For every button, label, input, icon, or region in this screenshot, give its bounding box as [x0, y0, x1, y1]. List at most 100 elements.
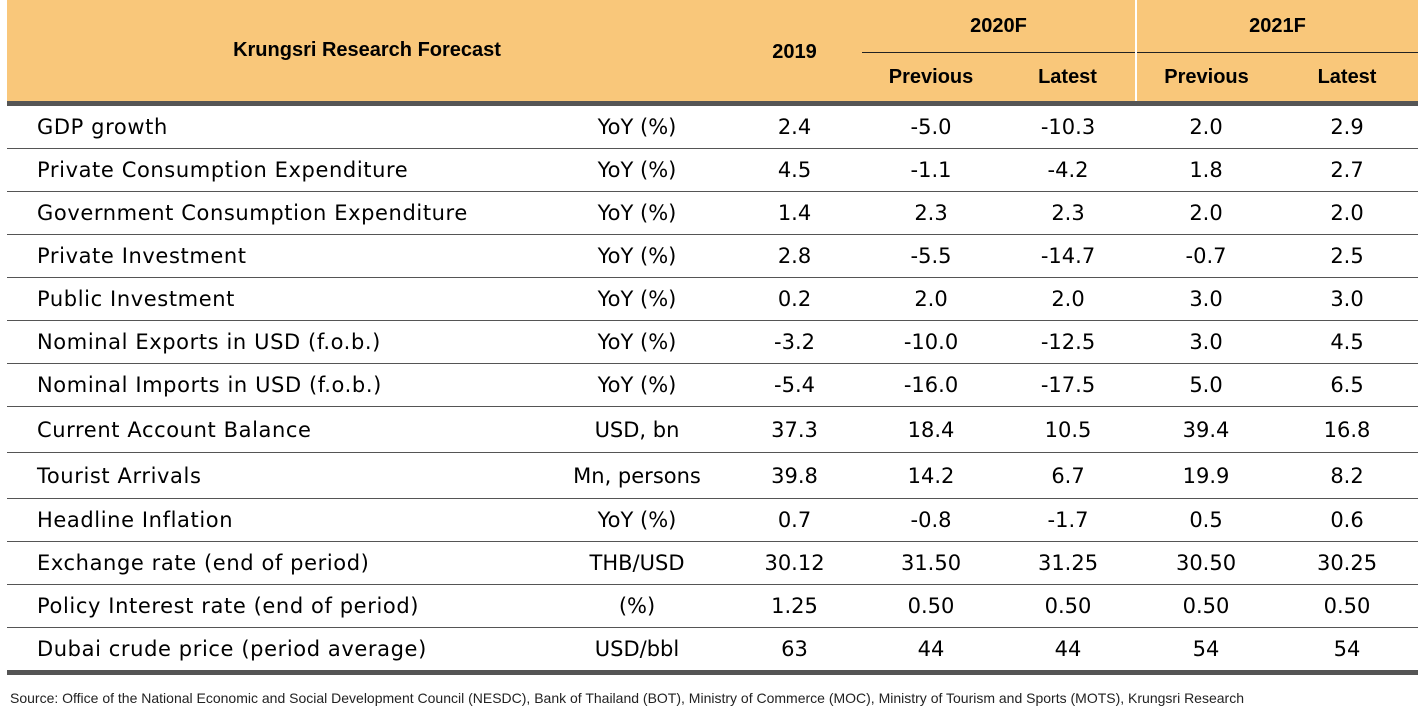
value-2020-latest: -10.3 — [1000, 101, 1137, 149]
row-label: Nominal Imports in USD (f.o.b.) — [7, 363, 547, 407]
row-label: Public Investment — [7, 277, 547, 321]
value-2020-latest: 2.3 — [1000, 191, 1137, 235]
table-body: GDP growth YoY (%) 2.4 -5.0 -10.3 2.0 2.… — [7, 101, 1419, 675]
table-row: Headline Inflation YoY (%) 0.7 -0.8 -1.7… — [7, 498, 1419, 542]
value-2020-latest: -12.5 — [1000, 320, 1137, 364]
value-2020-latest: -17.5 — [1000, 363, 1137, 407]
value-2020-latest: 31.25 — [1000, 541, 1137, 585]
value-2021-previous: 39.4 — [1136, 406, 1277, 453]
value-2019: 0.2 — [727, 277, 863, 321]
value-2020-previous: 0.50 — [862, 584, 1001, 628]
value-2021-previous: 0.5 — [1136, 498, 1277, 542]
value-2021-latest: 0.6 — [1276, 498, 1419, 542]
value-2021-latest: 4.5 — [1276, 320, 1419, 364]
column-header-2020-latest: Latest — [1000, 52, 1137, 104]
row-unit: USD, bn — [547, 406, 728, 453]
value-2020-latest: -4.2 — [1000, 148, 1137, 192]
column-header-2021-previous: Previous — [1135, 52, 1277, 104]
table-row: Tourist Arrivals Mn, persons 39.8 14.2 6… — [7, 452, 1419, 499]
value-2021-previous: 2.0 — [1136, 191, 1277, 235]
table-row: Private Consumption Expenditure YoY (%) … — [7, 148, 1419, 192]
table-row: GDP growth YoY (%) 2.4 -5.0 -10.3 2.0 2.… — [7, 101, 1419, 149]
value-2021-latest: 30.25 — [1276, 541, 1419, 585]
table-row: Policy Interest rate (end of period) (%)… — [7, 584, 1419, 628]
row-label: Nominal Exports in USD (f.o.b.) — [7, 320, 547, 364]
source-note: Source: Office of the National Economic … — [10, 690, 1244, 706]
table-header: Krungsri Research Forecast 2019 2020F 20… — [7, 0, 1419, 104]
value-2021-latest: 2.9 — [1276, 101, 1419, 149]
value-2019: 2.4 — [727, 101, 863, 149]
column-header-2021f: 2021F — [1135, 0, 1419, 53]
value-2020-previous: -1.1 — [862, 148, 1001, 192]
value-2021-latest: 6.5 — [1276, 363, 1419, 407]
row-label: Dubai crude price (period average) — [7, 627, 547, 675]
value-2021-previous: 54 — [1136, 627, 1277, 675]
value-2020-latest: 6.7 — [1000, 452, 1137, 499]
row-unit: YoY (%) — [547, 191, 728, 235]
value-2019: 39.8 — [727, 452, 863, 499]
value-2020-previous: -5.0 — [862, 101, 1001, 149]
value-2021-previous: 5.0 — [1136, 363, 1277, 407]
value-2020-previous: 14.2 — [862, 452, 1001, 499]
value-2019: 0.7 — [727, 498, 863, 542]
value-2019: 63 — [727, 627, 863, 675]
row-unit: YoY (%) — [547, 101, 728, 149]
value-2019: 37.3 — [727, 406, 863, 453]
value-2020-previous: 2.0 — [862, 277, 1001, 321]
value-2020-previous: 18.4 — [862, 406, 1001, 453]
row-label: Exchange rate (end of period) — [7, 541, 547, 585]
table-row: Nominal Imports in USD (f.o.b.) YoY (%) … — [7, 363, 1419, 407]
row-unit: YoY (%) — [547, 277, 728, 321]
table-row: Private Investment YoY (%) 2.8 -5.5 -14.… — [7, 234, 1419, 278]
row-unit: YoY (%) — [547, 363, 728, 407]
value-2020-latest: 44 — [1000, 627, 1137, 675]
value-2019: 4.5 — [727, 148, 863, 192]
value-2021-previous: 19.9 — [1136, 452, 1277, 499]
value-2021-previous: 3.0 — [1136, 320, 1277, 364]
row-label: Private Investment — [7, 234, 547, 278]
table-row: Government Consumption Expenditure YoY (… — [7, 191, 1419, 235]
value-2020-latest: 0.50 — [1000, 584, 1137, 628]
value-2019: 30.12 — [727, 541, 863, 585]
value-2020-previous: -10.0 — [862, 320, 1001, 364]
value-2021-latest: 8.2 — [1276, 452, 1419, 499]
value-2020-latest: -1.7 — [1000, 498, 1137, 542]
value-2020-latest: 2.0 — [1000, 277, 1137, 321]
forecast-table: Krungsri Research Forecast 2019 2020F 20… — [7, 0, 1419, 675]
row-unit: USD/bbl — [547, 627, 728, 675]
value-2021-latest: 16.8 — [1276, 406, 1419, 453]
value-2019: 1.25 — [727, 584, 863, 628]
value-2021-latest: 3.0 — [1276, 277, 1419, 321]
table-row: Exchange rate (end of period) THB/USD 30… — [7, 541, 1419, 585]
value-2021-previous: 30.50 — [1136, 541, 1277, 585]
value-2019: 1.4 — [727, 191, 863, 235]
row-label: Tourist Arrivals — [7, 452, 547, 499]
value-2019: -5.4 — [727, 363, 863, 407]
value-2020-previous: 44 — [862, 627, 1001, 675]
value-2020-previous: -5.5 — [862, 234, 1001, 278]
value-2020-previous: 31.50 — [862, 541, 1001, 585]
value-2020-previous: 2.3 — [862, 191, 1001, 235]
value-2020-previous: -16.0 — [862, 363, 1001, 407]
value-2021-latest: 0.50 — [1276, 584, 1419, 628]
value-2020-latest: -14.7 — [1000, 234, 1137, 278]
value-2021-previous: 2.0 — [1136, 101, 1277, 149]
table-row: Current Account Balance USD, bn 37.3 18.… — [7, 406, 1419, 453]
column-header-2020f: 2020F — [862, 0, 1137, 53]
row-label: Policy Interest rate (end of period) — [7, 584, 547, 628]
row-label: GDP growth — [7, 101, 547, 149]
row-unit: YoY (%) — [547, 498, 728, 542]
table-title: Krungsri Research Forecast — [7, 0, 728, 104]
value-2021-latest: 2.0 — [1276, 191, 1419, 235]
row-unit: Mn, persons — [547, 452, 728, 499]
row-label: Current Account Balance — [7, 406, 547, 453]
value-2019: 2.8 — [727, 234, 863, 278]
value-2021-previous: -0.7 — [1136, 234, 1277, 278]
value-2021-latest: 2.7 — [1276, 148, 1419, 192]
row-label: Headline Inflation — [7, 498, 547, 542]
row-unit: YoY (%) — [547, 320, 728, 364]
value-2021-previous: 3.0 — [1136, 277, 1277, 321]
column-header-2020-previous: Previous — [862, 52, 1001, 104]
value-2021-latest: 2.5 — [1276, 234, 1419, 278]
value-2020-latest: 10.5 — [1000, 406, 1137, 453]
